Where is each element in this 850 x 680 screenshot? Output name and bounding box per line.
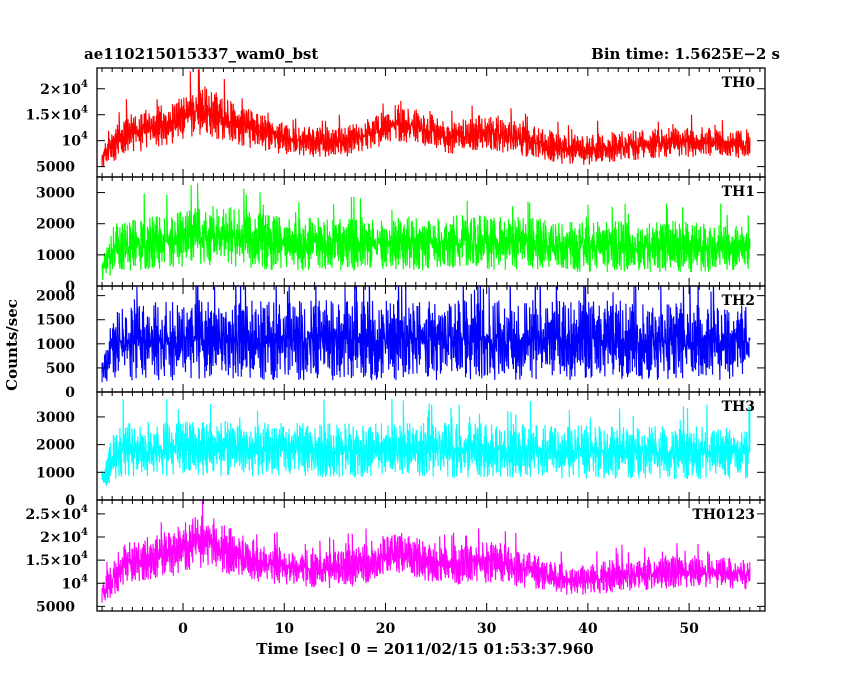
y-axis-label: Counts/sec xyxy=(3,299,21,391)
x-tick-label: 30 xyxy=(477,621,497,637)
panel-label: TH1 xyxy=(722,184,755,200)
y-tick-label: 3000 xyxy=(36,410,75,426)
x-tick-label: 20 xyxy=(376,621,396,637)
panel-label: TH0 xyxy=(722,75,756,91)
y-tick-label: 104 xyxy=(62,573,88,592)
panel-th0: TH0 5000 104 1.5×104 2×104 xyxy=(25,67,766,178)
y-tick-label: 0 xyxy=(65,279,75,295)
x-tick-label: 0 xyxy=(178,621,188,637)
panel-stack: TH050001041.5×1042×104TH10100020003000TH… xyxy=(25,67,766,637)
th2-series-line xyxy=(101,286,751,383)
y-tick-label: 5000 xyxy=(36,160,75,176)
y-tick-label: 2×104 xyxy=(40,527,88,546)
panel-th0123: TH0123 5000 104 1.5×104 2×104 2.5×104 xyxy=(25,499,766,615)
y-tick-label: 1500 xyxy=(36,313,75,329)
x-axis-label: Time [sec] 0 = 2011/02/15 01:53:37.960 xyxy=(256,640,593,658)
th3-series-line xyxy=(101,398,751,486)
th0123-series-line xyxy=(101,500,751,603)
y-tick-label: 3000 xyxy=(36,186,75,202)
bin-time-label: Bin time: 1.5625E−2 s xyxy=(591,45,780,63)
y-tick-label: 1.5×104 xyxy=(25,550,88,569)
x-tick-label: 10 xyxy=(275,621,295,637)
panel-th1: TH1 0 1000 2000 3000 xyxy=(36,176,766,295)
y-tick-label: 2.5×104 xyxy=(25,504,88,523)
panel-frame xyxy=(96,499,766,612)
y-tick-label: 0 xyxy=(65,493,75,509)
y-tick-label: 0 xyxy=(65,385,75,401)
y-tick-label: 1000 xyxy=(36,465,75,481)
x-tick-label: 40 xyxy=(578,621,598,637)
y-tick-label: 2000 xyxy=(36,289,75,305)
panel-label: TH3 xyxy=(722,399,755,415)
y-tick-label: 2000 xyxy=(36,217,75,233)
x-tick-label: 50 xyxy=(679,621,699,637)
y-tick-label: 1000 xyxy=(36,248,75,264)
th1-series-line xyxy=(101,183,751,280)
panel-th2: TH2 0 500 1000 1500 2000 xyxy=(36,285,766,401)
y-tick-label: 5000 xyxy=(36,599,75,615)
y-tick-label: 1000 xyxy=(36,337,75,353)
y-tick-label: 104 xyxy=(62,131,88,150)
y-tick-label: 2×104 xyxy=(40,79,88,98)
panel-label: TH2 xyxy=(722,293,755,309)
y-tick-label: 500 xyxy=(46,361,75,377)
y-tick-label: 2000 xyxy=(36,438,75,454)
figure-title: ae110215015337_wam0_bst xyxy=(84,45,318,63)
panel-th3: TH3 0 1000 2000 3000 xyxy=(36,391,766,509)
y-tick-label: 1.5×104 xyxy=(25,105,88,124)
panel-label: TH0123 xyxy=(692,507,755,523)
th0-series-line xyxy=(101,69,751,167)
